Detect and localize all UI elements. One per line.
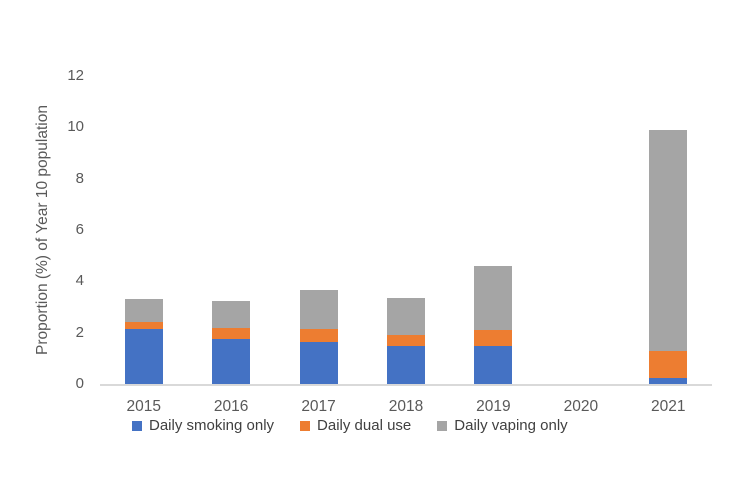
bar-segment-daily-smoking-only <box>299 341 338 384</box>
legend-swatch-icon <box>300 420 311 431</box>
x-tick-label-2019: 2019 <box>476 398 511 415</box>
x-tick-label-2018: 2018 <box>388 398 424 415</box>
x-tick-label-2016: 2016 <box>213 398 249 415</box>
x-tick-label-2015: 2015 <box>126 398 161 415</box>
x-tick-label-2017: 2017 <box>301 398 336 415</box>
bar-segment-daily-vaping-only <box>124 299 163 323</box>
y-tick-label: 8 <box>75 169 84 187</box>
bar-segment-daily-dual-use <box>387 335 425 346</box>
bar-segment-daily-vaping-only <box>474 265 513 331</box>
legend-swatch-icon <box>132 420 142 431</box>
x-tick-label-2021: 2021 <box>651 398 686 415</box>
legend-item-daily-vaping-only: Daily vaping only <box>437 417 568 434</box>
y-tick-label: 12 <box>67 67 84 84</box>
bar-2015 <box>124 299 163 384</box>
x-tick-label-2020: 2020 <box>563 398 599 415</box>
y-tick-label: 4 <box>75 272 84 290</box>
legend-label: Daily smoking only <box>149 417 275 434</box>
legend-item-daily-smoking-only: Daily smoking only <box>132 417 274 434</box>
y-tick-label: 2 <box>75 323 84 341</box>
bar-2016 <box>212 300 251 384</box>
legend-label: Daily vaping only <box>454 417 568 434</box>
legend-label: Daily dual use <box>317 417 412 434</box>
bar-segment-daily-smoking-only <box>474 345 513 384</box>
bar-2019 <box>474 265 513 384</box>
bar-segment-daily-dual-use <box>474 330 513 346</box>
bar-segment-daily-smoking-only <box>124 328 163 384</box>
bar-segment-daily-dual-use <box>124 322 163 329</box>
legend-item-daily-dual-use: Daily dual use <box>300 417 411 434</box>
bar-2017 <box>299 290 338 384</box>
y-tick-label: 0 <box>75 375 84 392</box>
bar-segment-daily-dual-use <box>212 327 251 340</box>
legend-swatch-icon <box>437 420 448 431</box>
bar-segment-daily-vaping-only <box>649 129 688 351</box>
y-tick-label: 6 <box>75 221 84 238</box>
bar-segment-daily-smoking-only <box>649 377 688 384</box>
bar-segment-daily-smoking-only <box>387 345 425 384</box>
bar-segment-daily-smoking-only <box>212 339 251 384</box>
y-tick-label: 10 <box>67 118 84 136</box>
bar-segment-daily-dual-use <box>299 328 338 342</box>
bar-2018 <box>387 298 425 384</box>
bar-2021 <box>649 129 688 384</box>
plot-area <box>100 76 712 386</box>
bar-segment-daily-vaping-only <box>387 298 425 336</box>
bar-segment-daily-dual-use <box>649 350 688 378</box>
bar-segment-daily-vaping-only <box>299 290 338 329</box>
legend: Daily smoking only Daily dual use Daily va… <box>132 417 568 434</box>
bar-segment-daily-vaping-only <box>212 300 251 328</box>
